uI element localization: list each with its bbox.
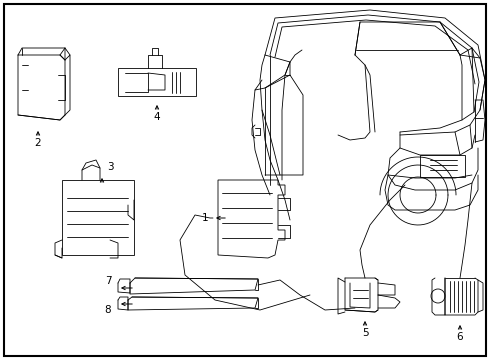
Bar: [118, 68, 196, 96]
Text: 6: 6: [457, 332, 464, 342]
Polygon shape: [218, 180, 285, 258]
Bar: [62, 180, 134, 255]
Text: 5: 5: [362, 328, 368, 338]
Text: 7: 7: [105, 276, 111, 286]
Bar: [420, 155, 465, 177]
Circle shape: [431, 289, 445, 303]
Text: 4: 4: [154, 112, 160, 122]
Text: 3: 3: [107, 162, 113, 172]
Text: 2: 2: [35, 138, 41, 148]
Text: 1: 1: [202, 213, 208, 223]
Text: 8: 8: [105, 305, 111, 315]
